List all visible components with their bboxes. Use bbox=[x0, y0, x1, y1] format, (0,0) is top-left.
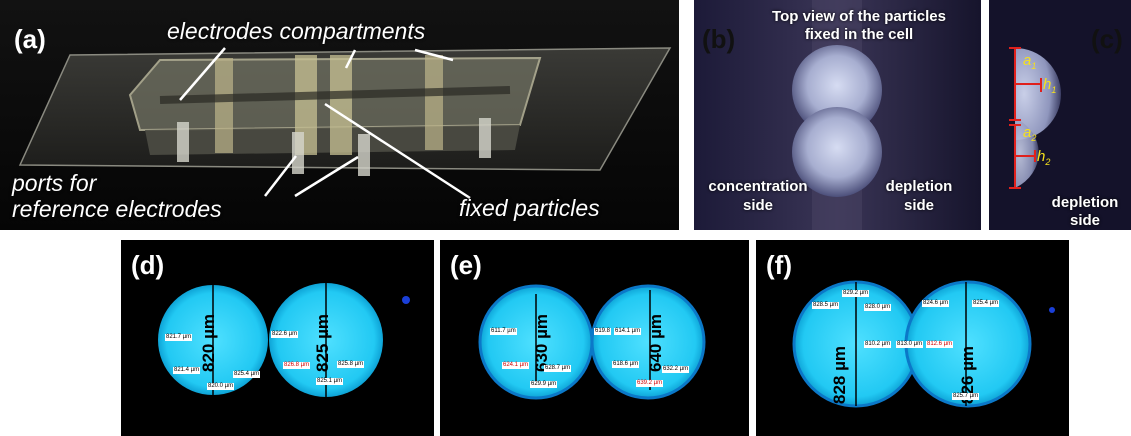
f-measure-5: 813.0 µm bbox=[896, 341, 924, 348]
d-measure-5: 826.8 µm bbox=[283, 362, 311, 369]
label-h1: h1 bbox=[1043, 76, 1057, 95]
panel-c-depletion-line1: depletion bbox=[1051, 194, 1119, 211]
panel-d-label: (d) bbox=[131, 250, 165, 280]
f-measure-1: 829.2 µm bbox=[842, 290, 870, 297]
f-measure-7: 824.6 µm bbox=[922, 300, 950, 307]
f-measure-9: 825.7 µm bbox=[952, 393, 980, 400]
d-measure-2: 821.4 µm bbox=[173, 367, 201, 374]
panel-b-micrograph: (b) Top view of the particles fixed in t… bbox=[694, 0, 981, 230]
panel-d-micrograph: (d) 820 µm 825 µm 821.7 µm 821.4 µm 820.… bbox=[121, 240, 434, 436]
e-measure-8: 639.2 µm bbox=[636, 380, 664, 387]
panel-f-label: (f) bbox=[766, 250, 792, 280]
d-diameter-left: 820 µm bbox=[199, 314, 218, 372]
e-measure-6: 614.1 µm bbox=[614, 328, 642, 335]
f-measure-8: 825.4 µm bbox=[972, 300, 1000, 307]
panel-e-micrograph: (e) 630 µm 640 µm 611.7 µm 624.1 µm 629.… bbox=[440, 240, 749, 436]
particles-f bbox=[792, 280, 1055, 408]
e-measure-4: 628.7 µm bbox=[544, 365, 572, 372]
annotation-ports-line1: ports for bbox=[12, 170, 97, 196]
particles-e bbox=[478, 284, 706, 400]
e-measure-5: 619.8 bbox=[594, 328, 612, 335]
f-measure-6: 812.6 µm bbox=[926, 341, 954, 348]
annotation-electrodes-compartments: electrodes compartments bbox=[167, 18, 426, 44]
depletion-side-line1: depletion bbox=[885, 178, 953, 195]
d-measure-1: 821.7 µm bbox=[165, 334, 193, 341]
concentration-side-line2: side bbox=[742, 197, 773, 214]
panel-c-label: (c) bbox=[1091, 24, 1123, 54]
label-h2: h2 bbox=[1037, 148, 1051, 167]
panel-c-micrograph: (c) a1 h1 a2 h2 depletion side bbox=[989, 0, 1131, 230]
d-measure-7: 825.8 µm bbox=[337, 361, 365, 368]
e-measure-9: 632.2 µm bbox=[662, 366, 690, 373]
f-measure-3: 828.0 µm bbox=[864, 304, 892, 311]
panel-a-label: (a) bbox=[14, 24, 46, 54]
d-measure-6: 825.4 µm bbox=[233, 371, 261, 378]
label-a1: a1 bbox=[1023, 52, 1037, 71]
annotation-fixed-particles: fixed particles bbox=[459, 195, 600, 221]
concentration-side-line1: concentration bbox=[708, 178, 808, 195]
d-diameter-right: 825 µm bbox=[313, 314, 332, 372]
f-measure-2: 828.5 µm bbox=[812, 302, 840, 309]
panel-e-label: (e) bbox=[450, 250, 482, 280]
panel-b-label: (b) bbox=[702, 24, 736, 54]
half-particle-measurement bbox=[989, 0, 1131, 230]
panel-b-title-line1: Top view of the particles bbox=[772, 8, 946, 25]
panel-c-depletion-line2: side bbox=[1069, 212, 1100, 229]
d-measure-4: 822.6 µm bbox=[271, 331, 299, 338]
label-a2: a2 bbox=[1023, 124, 1037, 143]
panel-a-photo: (a) electrodes compartments ports for re… bbox=[0, 0, 679, 230]
fluidic-cell-illustration bbox=[0, 0, 679, 230]
panel-b-title-line2: fixed in the cell bbox=[804, 26, 914, 43]
particles-top-view bbox=[694, 0, 981, 230]
e-measure-7: 618.6 µm bbox=[612, 361, 640, 368]
d-measure-3: 820.0 µm bbox=[207, 383, 235, 390]
panel-f-micrograph: (f) 828 µm 826 µm 829.2 µm 828.5 µm 828.… bbox=[756, 240, 1069, 436]
e-measure-2: 624.1 µm bbox=[502, 362, 530, 369]
e-measure-1: 611.7 µm bbox=[490, 328, 517, 335]
f-measure-4: 810.2 µm bbox=[864, 341, 892, 348]
f-diameter-left: 828 µm bbox=[830, 346, 849, 404]
d-measure-8: 825.1 µm bbox=[316, 378, 344, 385]
e-diameter-left: 630 µm bbox=[532, 314, 551, 372]
particle-bottom bbox=[792, 107, 882, 197]
e-measure-3: 629.9 µm bbox=[530, 381, 558, 388]
particle-top bbox=[792, 45, 882, 135]
e-diameter-right: 640 µm bbox=[646, 314, 665, 372]
depletion-side-line2: side bbox=[903, 197, 934, 214]
annotation-ports-line2: reference electrodes bbox=[12, 196, 222, 222]
